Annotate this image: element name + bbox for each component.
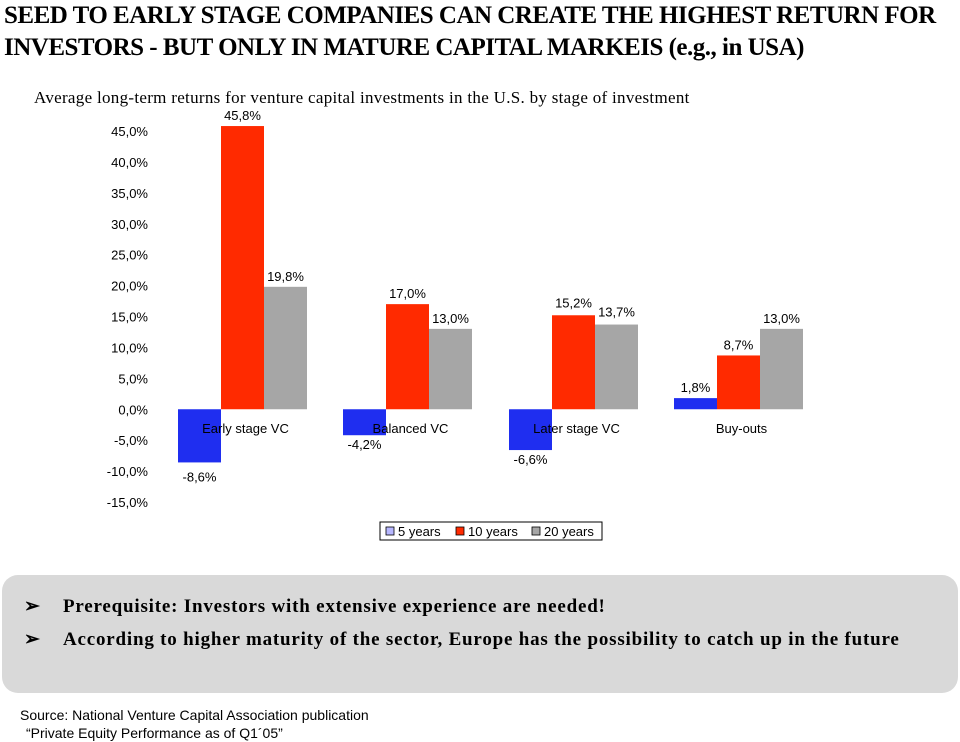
arrow-bullet-icon: ➢: [24, 629, 41, 650]
legend-swatch: [531, 526, 541, 536]
bar-chart: 45,0% 40,0% 35,0% 30,0% 25,0% 20,0% 15,0% 10,0%…: [107, 108, 803, 541]
y-tick-label: 45,0%: [111, 124, 148, 139]
y-tick-label: 5,0%: [118, 371, 148, 386]
y-tick-label: 0,0%: [118, 402, 148, 417]
y-tick-label: 15,0%: [111, 310, 148, 325]
y-tick-label: -5,0%: [114, 433, 148, 448]
bar: [760, 328, 803, 410]
bar: [343, 409, 386, 436]
source-line-1: Source: National Venture Capital Associa…: [20, 707, 369, 723]
y-tick-label: 35,0%: [111, 186, 148, 201]
y-tick-label: 25,0%: [111, 248, 148, 263]
notes-panel: ➢ Prerequisite: Investors with extensive…: [2, 575, 958, 693]
legend-label: 20 years: [544, 524, 594, 539]
data-label: -8,6%: [183, 469, 217, 484]
legend-swatch: [455, 526, 465, 536]
y-tick-label: 10,0%: [111, 340, 148, 355]
bar: [595, 324, 638, 410]
bar: [717, 355, 760, 410]
data-label: 1,8%: [681, 380, 711, 395]
data-label: 19,8%: [267, 269, 304, 284]
chart-title: Average long-term returns for venture ca…: [34, 88, 690, 107]
data-label: 13,0%: [763, 311, 800, 326]
source-note: Source: National Venture Capital Associa…: [20, 706, 369, 742]
bullet-text: Prerequisite: Investors with extensive e…: [63, 596, 606, 617]
source-line-2: “Private Equity Performance as of Q1´05”: [26, 725, 283, 741]
data-label: 13,0%: [432, 311, 469, 326]
bar: [509, 409, 552, 451]
headline-line-1: SEED TO EARLY STAGE COMPANIES CAN CREATE…: [4, 2, 936, 29]
bar: [221, 126, 264, 410]
category-label: Early stage VC: [202, 421, 289, 436]
data-label: 15,2%: [555, 295, 592, 310]
category-label: Balanced VC: [373, 421, 449, 436]
data-label: -4,2%: [348, 437, 382, 452]
data-label: 13,7%: [598, 305, 635, 320]
y-tick-label: 40,0%: [111, 155, 148, 170]
data-label: -6,6%: [514, 452, 548, 467]
legend-label: 10 years: [468, 524, 518, 539]
bar: [264, 286, 307, 410]
legend-box: [379, 521, 603, 541]
headline: SEED TO EARLY STAGE COMPANIES CAN CREATE…: [4, 0, 956, 64]
legend-label: 5 years: [398, 524, 441, 539]
bar: [674, 398, 717, 410]
data-label: 8,7%: [724, 337, 754, 352]
y-tick-label: 30,0%: [111, 217, 148, 232]
headline-line-2: INVESTORS - BUT ONLY IN MATURE CAPITAL M…: [4, 34, 804, 61]
category-label: Buy-outs: [716, 421, 768, 436]
bar: [178, 409, 221, 463]
y-tick-label: -10,0%: [107, 464, 149, 479]
legend-swatch: [385, 526, 395, 536]
bar: [552, 315, 595, 410]
bullet-text: According to higher maturity of the sect…: [63, 629, 900, 650]
data-label: 17,0%: [389, 286, 426, 301]
bar: [429, 328, 472, 410]
y-tick-label: 20,0%: [111, 279, 148, 294]
y-tick-label: -15,0%: [107, 495, 149, 510]
bar: [386, 304, 429, 410]
arrow-bullet-icon: ➢: [24, 596, 41, 617]
category-label: Later stage VC: [533, 421, 620, 436]
data-label: 45,8%: [224, 108, 261, 123]
